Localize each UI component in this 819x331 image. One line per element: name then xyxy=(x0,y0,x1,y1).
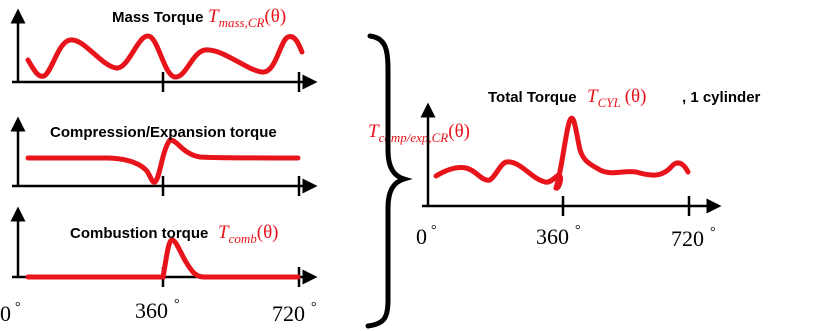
total-torque-symbol: TCYL (θ) xyxy=(587,86,646,110)
total-torque-title: Total Torque xyxy=(488,89,577,106)
right-tick-label-360: 360 ° xyxy=(536,223,581,249)
compression-torque-symbol: Tcomp/exp,CR(θ) xyxy=(368,121,470,145)
combustion-torque-title: Combustion torque xyxy=(70,225,208,242)
combustion-torque-symbol: Tcomb(θ) xyxy=(218,222,279,246)
mass-torque-symbol: Tmass,CR(θ) xyxy=(208,6,286,30)
compression-torque-curve xyxy=(25,137,301,185)
compression-torque-title: Compression/Expansion torque xyxy=(50,124,277,141)
right-tick-label-0: 0 ° xyxy=(416,223,437,249)
right-tick-label-720: 720 ° xyxy=(671,225,716,251)
mass-torque-panel: Mass Torque Tmass,CR(θ) xyxy=(10,6,318,92)
compression-torque-panel: Compression/Expansion torque Tcomp/exp,C… xyxy=(10,116,470,196)
mass-torque-curve xyxy=(25,33,305,80)
left-tick-label-0: 0 ° xyxy=(0,300,21,326)
left-tick-label-360: 360 ° xyxy=(135,297,180,323)
combustion-torque-curve xyxy=(25,237,301,280)
combustion-torque-panel: Combustion torque Tcomb(θ) xyxy=(10,206,318,287)
summation-brace xyxy=(365,33,413,329)
total-torque-suffix: , 1 cylinder xyxy=(682,89,761,106)
total-torque-panel: Total Torque TCYL (θ) , 1 cylinder xyxy=(420,86,761,216)
total-torque-curve xyxy=(433,115,691,191)
left-tick-label-720: 720 ° xyxy=(272,300,317,326)
mass-torque-title: Mass Torque xyxy=(112,9,203,26)
